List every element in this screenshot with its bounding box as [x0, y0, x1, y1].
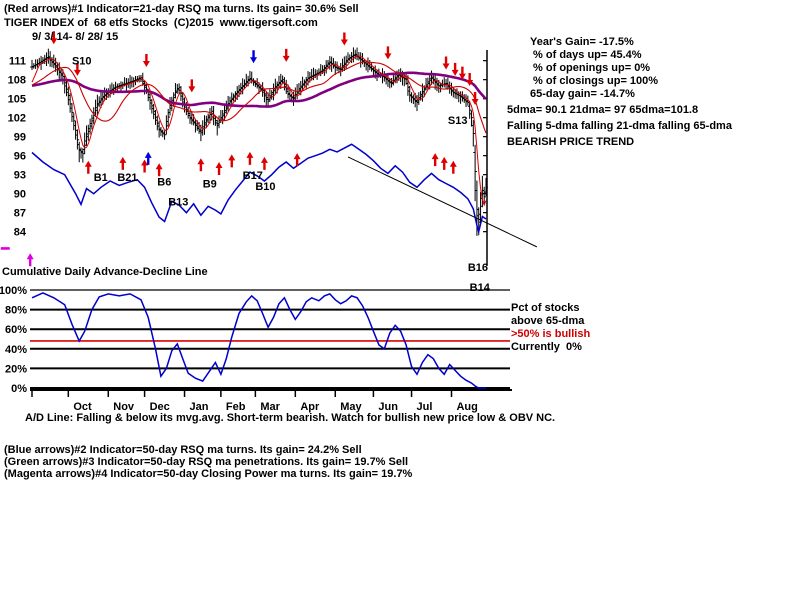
svg-text:May: May	[340, 401, 362, 413]
svg-text:80%: 80%	[5, 305, 27, 317]
blue-down-arrow-icon	[250, 50, 258, 64]
svg-text:102: 102	[8, 113, 26, 125]
trendline	[347, 156, 538, 248]
ad-axis: 100% 80% 60% 40% 20% 0% Oct Nov Dec Jan Feb Mar Apr M…	[0, 285, 512, 413]
stat-years-gain: Year's Gain= -17.5%	[530, 36, 634, 48]
svg-text:60%: 60%	[5, 324, 27, 336]
svg-text:90: 90	[14, 189, 26, 201]
signal-arrows	[0, 31, 479, 267]
svg-text:S10: S10	[72, 55, 92, 67]
red-down-arrow-icon	[451, 62, 459, 76]
red-up-arrow-icon	[215, 161, 223, 175]
svg-text:B16: B16	[468, 262, 488, 274]
svg-text:Apr: Apr	[300, 401, 320, 413]
red-up-arrow-icon	[119, 156, 127, 170]
svg-text:20%: 20%	[5, 363, 27, 375]
svg-text:40%: 40%	[5, 344, 27, 356]
red-up-arrow-icon	[141, 159, 149, 173]
magenta-dash-arrow-icon	[0, 247, 10, 250]
red-up-arrow-icon	[449, 160, 457, 174]
dma-values: 5dma= 90.1 21dma= 97 65dma=101.8	[507, 104, 699, 116]
svg-text:Jul: Jul	[417, 401, 433, 413]
svg-text:105: 105	[8, 94, 26, 106]
red-up-arrow-icon	[260, 156, 268, 170]
ad-note: A/D Line: Falling & below its mvg.avg. S…	[25, 412, 556, 424]
pct-label-1: Pct of stocks	[511, 302, 580, 314]
red-down-arrow-icon	[458, 66, 466, 80]
indicator2-caption: (Blue arrows)#2 Indicator=50-day RSQ ma …	[4, 444, 362, 456]
svg-text:Feb: Feb	[226, 401, 246, 413]
indicator4-caption: (Magenta arrows)#4 Indicator=50-day Clos…	[4, 468, 413, 480]
svg-text:Jan: Jan	[190, 401, 209, 413]
red-down-arrow-icon	[340, 32, 348, 46]
svg-text:Aug: Aug	[456, 401, 477, 413]
red-up-arrow-icon	[155, 163, 163, 177]
stat-closings-up: % of closings up= 100%	[530, 75, 659, 87]
ad-line-title: Cumulative Daily Advance-Decline Line	[2, 266, 208, 278]
red-up-arrow-icon	[228, 154, 236, 168]
svg-text:B17: B17	[243, 170, 263, 182]
ad-percent-line	[31, 292, 486, 389]
svg-text:B10: B10	[255, 181, 275, 193]
stat-65day-gain: 65-day gain= -14.7%	[530, 88, 635, 100]
svg-text:93: 93	[14, 170, 26, 182]
svg-text:87: 87	[14, 208, 26, 220]
chart-title: TIGER INDEX of 68 etfs Stocks (C)2015 ww…	[4, 17, 318, 29]
red-up-arrow-icon	[440, 156, 448, 170]
red-down-arrow-icon	[73, 62, 81, 76]
svg-text:Oct: Oct	[73, 401, 92, 413]
red-down-arrow-icon	[384, 46, 392, 60]
red-down-arrow-icon	[142, 53, 150, 67]
blue-up-arrow-icon	[144, 151, 152, 165]
svg-text:S13: S13	[448, 115, 468, 127]
red-down-arrow-icon	[282, 48, 290, 62]
bullish-threshold-label: >50% is bullish	[511, 328, 591, 340]
svg-text:0%: 0%	[11, 383, 27, 395]
price-bars	[30, 47, 488, 236]
svg-text:B1: B1	[94, 172, 108, 184]
svg-text:B6: B6	[157, 176, 171, 188]
svg-text:111: 111	[9, 56, 26, 68]
pct-label-2: above 65-dma	[511, 315, 585, 327]
current-pct-label: Currently 0%	[511, 341, 582, 353]
red-up-arrow-icon	[431, 153, 439, 167]
red-up-arrow-icon	[293, 153, 301, 167]
stat-openings-up: % of openings up= 0%	[530, 62, 651, 74]
red-up-arrow-icon	[246, 151, 254, 165]
svg-text:99: 99	[14, 132, 26, 144]
price-trend-label: BEARISH PRICE TREND	[507, 136, 635, 148]
svg-text:Jun: Jun	[378, 401, 398, 413]
price-axis: 111 108 105 102 99 96 93 90 87 84	[8, 50, 488, 266]
svg-text:96: 96	[14, 151, 26, 163]
magenta-up-arrow-icon	[26, 253, 34, 267]
indicator1-caption: (Red arrows)#1 Indicator=21-day RSQ ma t…	[4, 3, 359, 15]
moving-averages	[31, 55, 487, 207]
red-up-arrow-icon	[197, 158, 205, 172]
indicator3-caption: (Green arrows)#3 Indicator=50-day RSQ ma…	[4, 456, 409, 468]
svg-text:100%: 100%	[0, 285, 27, 297]
red-up-arrow-icon	[84, 160, 92, 174]
svg-text:108: 108	[8, 75, 26, 87]
stat-days-up: % of days up= 45.4%	[530, 49, 642, 61]
ad-grid	[30, 289, 510, 389]
svg-text:B13: B13	[168, 197, 188, 209]
svg-text:Dec: Dec	[150, 401, 170, 413]
closing-power-line	[31, 143, 487, 235]
svg-text:84: 84	[14, 227, 27, 239]
svg-text:B21: B21	[117, 172, 137, 184]
svg-text:Mar: Mar	[260, 401, 280, 413]
red-down-arrow-icon	[188, 79, 196, 93]
red-down-arrow-icon	[442, 56, 450, 70]
red-down-arrow-icon	[471, 91, 479, 105]
dma-trend-note: Falling 5-dma falling 21-dma falling 65-…	[507, 120, 732, 132]
svg-text:Nov: Nov	[113, 401, 135, 413]
svg-text:B9: B9	[203, 178, 217, 190]
date-range: 9/ 3/ 14- 8/ 28/ 15	[32, 31, 119, 43]
svg-text:B14: B14	[470, 282, 491, 294]
red-down-arrow-icon	[466, 72, 474, 86]
red-down-arrow-icon	[50, 31, 58, 45]
